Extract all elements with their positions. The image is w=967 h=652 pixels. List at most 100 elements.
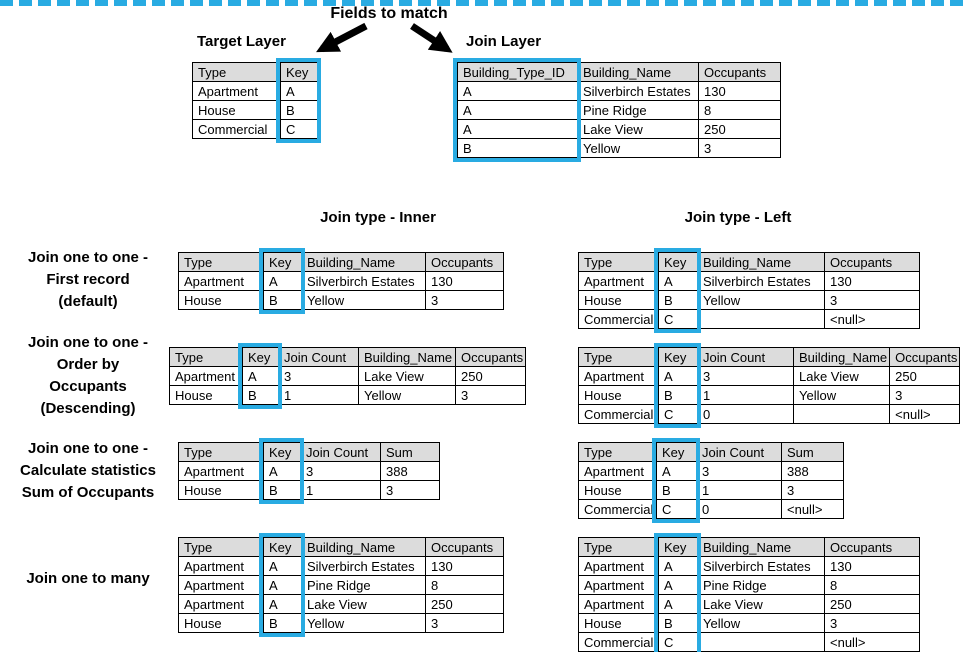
table-header-row: Type Key Building_Name Occupants bbox=[578, 537, 920, 557]
table-cell: Yellow bbox=[792, 385, 891, 405]
column-header: Sum bbox=[380, 442, 440, 462]
table-cell: B bbox=[656, 480, 697, 500]
table-cell bbox=[792, 404, 891, 424]
table-header-row: Type Key Join Count Building_Name Occupants bbox=[578, 347, 961, 367]
table-row: Apartment A Silverbirch Estates 130 bbox=[578, 271, 920, 291]
table-cell: Silverbirch Estates bbox=[301, 271, 426, 291]
table-cell: 3 bbox=[889, 385, 961, 405]
example-label-statistics: Join one to one - Calculate statistics Sum… bbox=[2, 438, 174, 504]
data-table: Type Key Join Count Sum Apartment A 3 388 House B… bbox=[578, 442, 844, 519]
table-cell: 8 bbox=[425, 575, 504, 595]
table-cell: Apartment bbox=[578, 366, 659, 386]
column-header: Type bbox=[192, 62, 281, 82]
table-cell: C bbox=[658, 632, 698, 652]
table-cell: A bbox=[658, 366, 698, 386]
table-row: Apartment A 3 Lake View 250 bbox=[578, 366, 961, 386]
table-cell: 8 bbox=[698, 100, 781, 120]
table-cell: 130 bbox=[698, 81, 781, 101]
label-line: First record bbox=[46, 271, 130, 288]
label-line: Sum of Occupants bbox=[21, 484, 155, 501]
data-table: Type Key Building_Name Occupants Apartment A S… bbox=[578, 537, 920, 652]
table-row: Apartment A Silverbirch Estates 130 bbox=[578, 556, 920, 576]
table-cell: Apartment bbox=[178, 271, 264, 291]
table-cell: 8 bbox=[824, 575, 920, 595]
column-header: Join Count bbox=[300, 442, 381, 462]
table-cell: B bbox=[263, 480, 301, 500]
table-cell: 3 bbox=[698, 138, 781, 158]
table-cell: B bbox=[658, 290, 698, 310]
inner-table-first-record: Type Key Building_Name Occupants Apartment A S… bbox=[178, 248, 504, 314]
table-header-row: Type Key Join Count Sum bbox=[178, 442, 440, 462]
table-cell: 250 bbox=[698, 119, 781, 139]
table-row: Apartment A Pine Ridge 8 bbox=[178, 575, 504, 595]
table-cell: A bbox=[658, 556, 698, 576]
label-line: Calculate statistics bbox=[20, 462, 156, 479]
label-line: Join one to many bbox=[26, 570, 150, 587]
table-cell: Pine Ridge bbox=[301, 575, 426, 595]
column-header: Building_Name bbox=[358, 347, 456, 367]
label-line: Join one to one - bbox=[28, 334, 148, 351]
table-row: Apartment A 3 Lake View 250 bbox=[169, 366, 527, 386]
table-cell: 130 bbox=[824, 271, 920, 291]
table-row: House B Yellow 3 bbox=[578, 613, 920, 633]
table-cell: 3 bbox=[300, 461, 381, 481]
table-cell: A bbox=[658, 575, 698, 595]
table-row: Commercial C 0 <null> bbox=[578, 404, 961, 424]
table-cell: Apartment bbox=[178, 575, 264, 595]
table-cell: Commercial bbox=[192, 119, 281, 139]
table-row: Apartment A Silverbirch Estates 130 bbox=[178, 271, 504, 291]
column-header: Building_Name bbox=[577, 62, 699, 82]
column-header: Occupants bbox=[698, 62, 781, 82]
table-cell: Silverbirch Estates bbox=[697, 556, 825, 576]
table-cell: 3 bbox=[380, 480, 440, 500]
column-header: Join Count bbox=[696, 442, 782, 462]
table-cell: Silverbirch Estates bbox=[301, 556, 426, 576]
table-cell: Silverbirch Estates bbox=[697, 271, 825, 291]
column-header: Join Count bbox=[697, 347, 794, 367]
table-row: Apartment A Silverbirch Estates 130 bbox=[178, 556, 504, 576]
table-row: Apartment A bbox=[192, 81, 318, 101]
table-cell: Pine Ridge bbox=[697, 575, 825, 595]
column-header: Type bbox=[578, 252, 659, 272]
table-cell: Commercial bbox=[578, 632, 659, 652]
column-header: Key bbox=[658, 252, 698, 272]
table-cell: 3 bbox=[781, 480, 844, 500]
table-row: House B 1 3 bbox=[578, 480, 844, 500]
table-cell: <null> bbox=[824, 632, 920, 652]
column-header: Building_Name bbox=[301, 252, 426, 272]
table-header-row: Type Key Building_Name Occupants bbox=[178, 252, 504, 272]
table-cell: Lake View bbox=[697, 594, 825, 614]
table-cell: B bbox=[242, 385, 279, 405]
column-header: Building_Name bbox=[792, 347, 891, 367]
table-cell: 1 bbox=[696, 480, 782, 500]
column-header: Occupants bbox=[425, 537, 504, 557]
table-cell: A bbox=[263, 575, 302, 595]
table-cell: 0 bbox=[697, 404, 794, 424]
table-cell: B bbox=[280, 100, 318, 120]
fields-to-match-label: Fields to match bbox=[330, 5, 448, 22]
label-line: (Descending) bbox=[40, 400, 136, 417]
table-row: Apartment A 3 388 bbox=[178, 461, 440, 481]
table-cell: B bbox=[658, 613, 698, 633]
table-cell: Yellow bbox=[577, 138, 699, 158]
target-layer-table: Type Key Apartment A House B Commercial C bbox=[192, 58, 321, 143]
table-cell: A bbox=[263, 594, 302, 614]
table-cell: Apartment bbox=[169, 366, 243, 386]
table-cell: B bbox=[263, 613, 302, 633]
table-cell: Yellow bbox=[697, 290, 825, 310]
table-cell: Commercial bbox=[578, 404, 659, 424]
column-header: Type bbox=[178, 442, 264, 462]
table-cell: 250 bbox=[425, 594, 504, 614]
table-cell: <null> bbox=[824, 309, 920, 329]
table-cell: House bbox=[578, 613, 659, 633]
column-header: Type bbox=[578, 537, 659, 557]
table-row: Commercial C 0 <null> bbox=[578, 499, 844, 519]
table-header-row: Type Key bbox=[192, 62, 318, 82]
table-cell: A bbox=[658, 594, 698, 614]
table-cell: Pine Ridge bbox=[577, 100, 699, 120]
table-cell: 250 bbox=[824, 594, 920, 614]
table-row: A Silverbirch Estates 130 bbox=[457, 81, 781, 101]
table-row: A Pine Ridge 8 bbox=[457, 100, 781, 120]
table-header-row: Type Key Join Count Sum bbox=[578, 442, 844, 462]
